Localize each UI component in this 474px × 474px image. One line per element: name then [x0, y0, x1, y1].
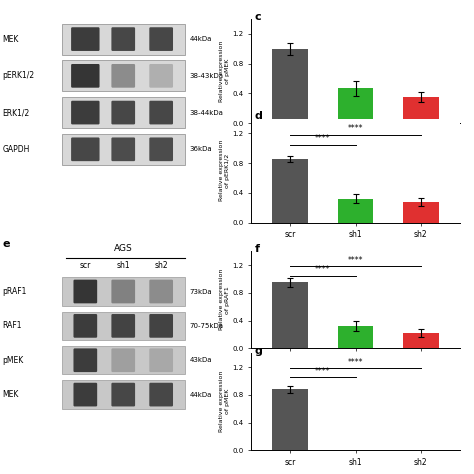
- Text: sh2: sh2: [155, 261, 168, 270]
- FancyBboxPatch shape: [111, 383, 135, 407]
- Text: e: e: [2, 239, 10, 249]
- Bar: [273, 159, 308, 223]
- FancyBboxPatch shape: [111, 280, 135, 303]
- Bar: [273, 49, 308, 123]
- FancyBboxPatch shape: [62, 346, 185, 374]
- Text: GAPDH: GAPDH: [2, 145, 30, 154]
- Text: 38-44kDa: 38-44kDa: [190, 109, 223, 116]
- FancyBboxPatch shape: [149, 383, 173, 407]
- Text: c: c: [255, 11, 261, 21]
- Bar: [337, 326, 374, 348]
- FancyBboxPatch shape: [71, 137, 100, 161]
- Text: MEK: MEK: [2, 35, 19, 44]
- Bar: [337, 88, 374, 123]
- Text: ****: ****: [348, 256, 363, 265]
- Text: 70-75kDa: 70-75kDa: [190, 323, 224, 329]
- Bar: [403, 97, 438, 123]
- FancyBboxPatch shape: [62, 97, 185, 128]
- Text: 44kDa: 44kDa: [190, 392, 212, 398]
- Text: AGS: AGS: [114, 244, 133, 253]
- FancyBboxPatch shape: [111, 348, 135, 372]
- FancyBboxPatch shape: [62, 277, 185, 306]
- FancyBboxPatch shape: [111, 64, 135, 88]
- Text: f: f: [255, 244, 259, 254]
- Text: ERK1/2: ERK1/2: [2, 108, 29, 117]
- FancyBboxPatch shape: [62, 24, 185, 55]
- Text: pMEK: pMEK: [2, 356, 24, 365]
- Text: ****: ****: [348, 358, 363, 367]
- Text: ****: ****: [315, 134, 331, 143]
- Text: MEK: MEK: [2, 390, 19, 399]
- FancyBboxPatch shape: [149, 27, 173, 51]
- FancyBboxPatch shape: [71, 101, 100, 124]
- FancyBboxPatch shape: [73, 383, 97, 407]
- Text: RAF1: RAF1: [2, 321, 22, 330]
- FancyBboxPatch shape: [111, 314, 135, 338]
- Bar: [273, 283, 308, 348]
- FancyBboxPatch shape: [149, 101, 173, 124]
- FancyBboxPatch shape: [62, 134, 185, 165]
- Bar: [403, 333, 438, 348]
- Bar: [273, 389, 308, 450]
- Text: pERK1/2: pERK1/2: [2, 72, 35, 80]
- FancyBboxPatch shape: [149, 280, 173, 303]
- Bar: [337, 199, 374, 223]
- Text: ****: ****: [348, 124, 363, 133]
- Y-axis label: Relative expression
of pERK1/2: Relative expression of pERK1/2: [219, 140, 229, 201]
- FancyBboxPatch shape: [73, 348, 97, 372]
- Text: sh1: sh1: [117, 261, 130, 270]
- FancyBboxPatch shape: [111, 27, 135, 51]
- Text: 43kDa: 43kDa: [190, 357, 212, 363]
- Text: scr: scr: [80, 261, 91, 270]
- FancyBboxPatch shape: [149, 348, 173, 372]
- FancyBboxPatch shape: [73, 280, 97, 303]
- FancyBboxPatch shape: [71, 64, 100, 88]
- Text: ****: ****: [315, 265, 331, 274]
- Y-axis label: Relative expression
of pRAF1: Relative expression of pRAF1: [219, 269, 229, 330]
- FancyBboxPatch shape: [111, 137, 135, 161]
- Text: g: g: [255, 346, 262, 356]
- Text: pRAF1: pRAF1: [2, 287, 27, 296]
- FancyBboxPatch shape: [73, 314, 97, 338]
- Text: d: d: [255, 111, 262, 121]
- Text: 38-43kDa: 38-43kDa: [190, 73, 224, 79]
- FancyBboxPatch shape: [149, 314, 173, 338]
- FancyBboxPatch shape: [149, 64, 173, 88]
- Text: 73kDa: 73kDa: [190, 289, 212, 294]
- Text: ****: ****: [315, 367, 331, 376]
- Y-axis label: Relative expression
of pMEK: Relative expression of pMEK: [219, 40, 229, 102]
- FancyBboxPatch shape: [62, 61, 185, 91]
- FancyBboxPatch shape: [71, 27, 100, 51]
- Bar: [403, 202, 438, 223]
- Text: 44kDa: 44kDa: [190, 36, 212, 42]
- FancyBboxPatch shape: [62, 380, 185, 409]
- FancyBboxPatch shape: [62, 312, 185, 340]
- Text: 36kDa: 36kDa: [190, 146, 212, 152]
- FancyBboxPatch shape: [149, 137, 173, 161]
- FancyBboxPatch shape: [111, 101, 135, 124]
- Y-axis label: Relative expression
of pMEK: Relative expression of pMEK: [219, 371, 229, 432]
